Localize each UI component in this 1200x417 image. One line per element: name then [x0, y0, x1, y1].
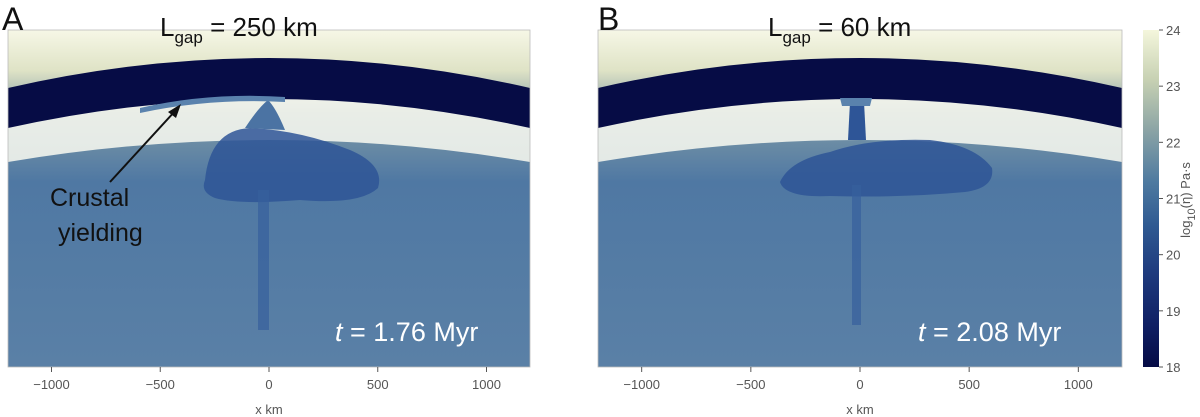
colorbar: 24 23 22 21 20 19 18 log10(η) Pa·s [1143, 23, 1198, 375]
crustal-yielding-zone [140, 95, 285, 113]
lithosphere-lid [598, 58, 1122, 128]
panel-a: A Lgap = 250 km Crustal yielding t = 1.7… [2, 1, 531, 417]
panel-letter: A [2, 1, 24, 37]
x-tick-label: 500 [367, 377, 389, 392]
x-tick-label: 1000 [472, 377, 501, 392]
panel-b: B Lgap = 60 km t = 2.08 Myr −1000 −500 0 50… [597, 1, 1123, 417]
colorbar-label: log10(η) Pa·s [1178, 162, 1198, 238]
lithosphere-lid [8, 58, 530, 128]
x-tick-label: −1000 [33, 377, 70, 392]
panel-title: Lgap = 60 km [768, 12, 911, 47]
x-tick-label: 0 [265, 377, 272, 392]
plume-conduit [848, 102, 866, 140]
colorbar-tick-label: 19 [1166, 304, 1180, 319]
x-axis-label: x km [255, 402, 282, 417]
panel-title: Lgap = 250 km [160, 12, 318, 47]
colorbar-tick-label: 20 [1166, 248, 1180, 263]
time-label: t = 1.76 Myr [335, 317, 478, 347]
x-tick-label: −500 [146, 377, 175, 392]
plume-head [780, 139, 993, 197]
colorbar-ticks: 24 23 22 21 20 19 18 [1159, 23, 1180, 375]
arrowhead-icon [168, 104, 181, 118]
crustal-gap [840, 98, 872, 106]
annotation-arrow [109, 109, 177, 183]
colorbar-tick-label: 24 [1166, 23, 1180, 38]
panel-letter: B [598, 1, 619, 37]
plume-conduit [245, 100, 285, 130]
x-tick-label: −1000 [623, 377, 660, 392]
x-tick-label: 1000 [1064, 377, 1093, 392]
x-axis: −1000 −500 0 500 1000 x km [623, 367, 1093, 417]
colorbar-gradient [1143, 30, 1159, 367]
colorbar-tick-label: 22 [1166, 135, 1180, 150]
x-tick-label: 500 [958, 377, 980, 392]
plume-stem [258, 190, 269, 330]
plume-stem [852, 185, 861, 325]
annotation-line-1: Crustal [50, 184, 129, 212]
time-label: t = 2.08 Myr [918, 317, 1061, 347]
x-axis-label: x km [846, 402, 873, 417]
x-tick-label: −500 [736, 377, 765, 392]
plume-head [203, 128, 380, 203]
colorbar-tick-label: 21 [1166, 192, 1180, 207]
colorbar-tick-label: 18 [1166, 360, 1180, 375]
x-tick-label: 0 [856, 377, 863, 392]
x-axis: −1000 −500 0 500 1000 x km [33, 367, 501, 417]
annotation-line-2: yielding [58, 219, 143, 247]
colorbar-tick-label: 23 [1166, 79, 1180, 94]
